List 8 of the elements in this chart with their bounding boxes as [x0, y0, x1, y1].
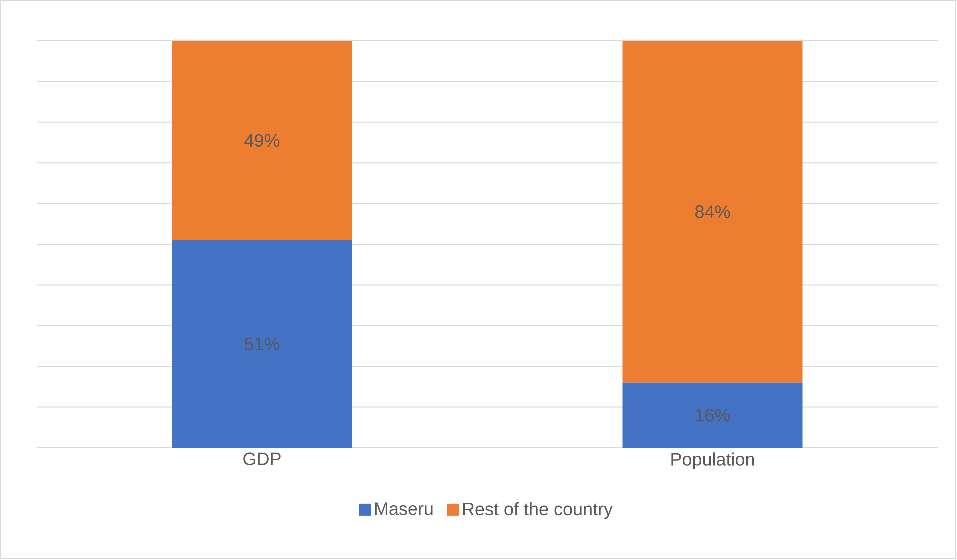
data-label: 51% — [244, 338, 280, 351]
data-label: 49% — [244, 134, 280, 148]
x-tick-label: Population — [672, 452, 754, 470]
data-label: 16% — [696, 409, 730, 422]
legend-label: Maseru — [375, 502, 433, 516]
x-tick-label: GDP — [244, 452, 281, 466]
data-label: 84% — [696, 206, 730, 218]
legend-label: Rest of the country — [463, 502, 613, 520]
